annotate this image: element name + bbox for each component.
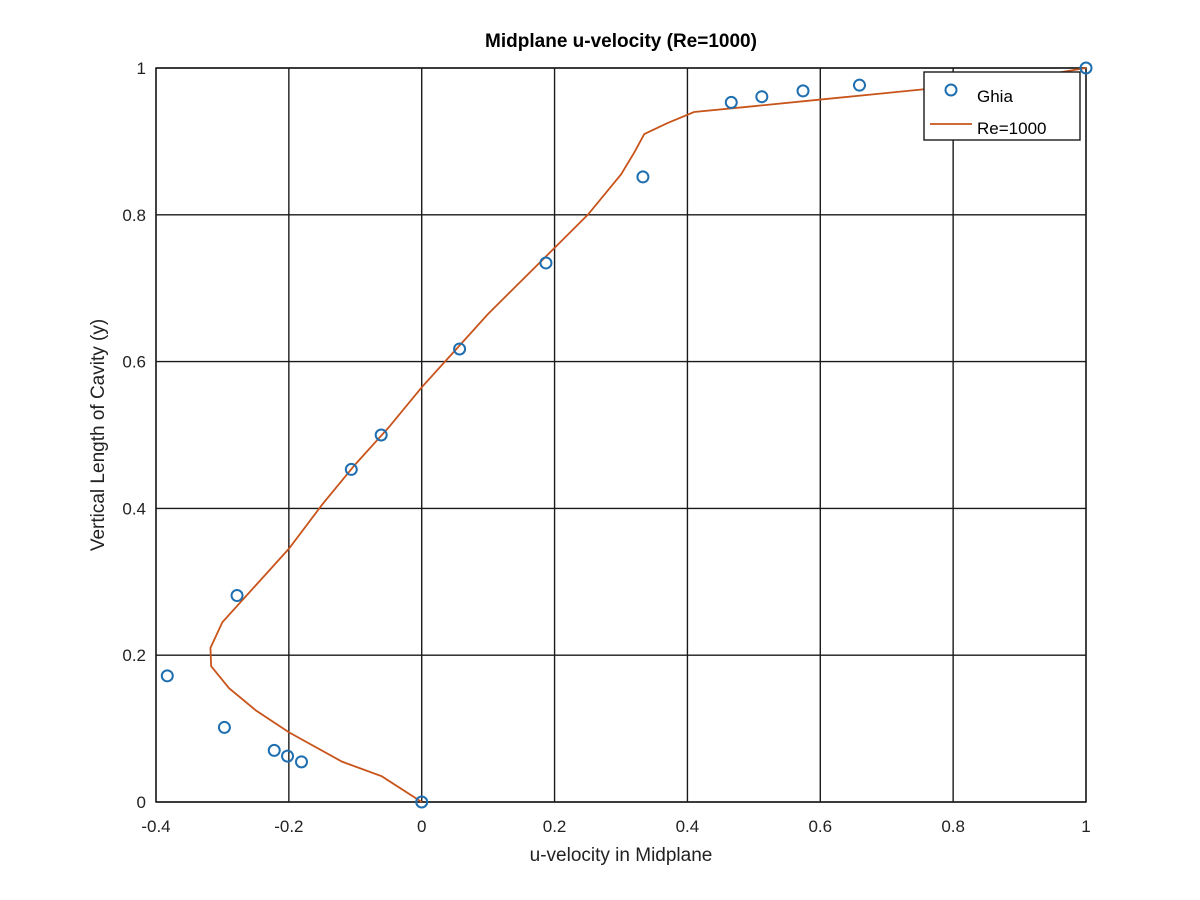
ghia-data-point bbox=[294, 755, 308, 769]
x-tick-label: 0.8 bbox=[941, 817, 965, 836]
y-tick-label: 0.2 bbox=[122, 646, 146, 665]
legend: Ghia Re=1000 bbox=[923, 71, 1081, 141]
ghia-data-point bbox=[1079, 61, 1093, 75]
x-tick-label: -0.2 bbox=[274, 817, 303, 836]
tick-labels: -0.4 -0.2 0 0.2 0.4 0.6 0.8 1 0 0.2 0.4 0.6 0.8 1 bbox=[122, 59, 1090, 836]
x-tick-label: 0 bbox=[417, 817, 426, 836]
x-axis-label: u-velocity in Midplane bbox=[530, 845, 713, 866]
ghia-data-point bbox=[217, 720, 231, 734]
legend-box bbox=[923, 71, 1081, 141]
ghia-data-point bbox=[724, 95, 738, 109]
ghia-data-point bbox=[281, 749, 295, 763]
x-tick-label: 1 bbox=[1081, 817, 1090, 836]
ghia-data-point bbox=[374, 428, 388, 442]
x-tick-label: 0.6 bbox=[808, 817, 832, 836]
legend-re1000-label: Re=1000 bbox=[977, 119, 1046, 138]
ghia-data-point bbox=[636, 170, 650, 184]
ghia-data-point bbox=[453, 342, 467, 356]
ghia-data-point bbox=[415, 795, 429, 809]
ghia-data-point bbox=[344, 462, 358, 476]
legend-ghia-label: Ghia bbox=[977, 87, 1013, 106]
y-tick-label: 0.4 bbox=[122, 499, 146, 518]
ghia-data-point bbox=[852, 78, 866, 92]
plot-frame bbox=[155, 67, 1087, 803]
ghia-data-point bbox=[160, 669, 174, 683]
ghia-data-point bbox=[230, 589, 244, 603]
y-tick-label: 1 bbox=[137, 59, 146, 78]
ghia-data-point bbox=[267, 743, 281, 757]
ghia-data-point bbox=[796, 84, 810, 98]
x-tick-label: 0.2 bbox=[543, 817, 567, 836]
y-axis-label: Vertical Length of Cavity (y) bbox=[88, 319, 109, 551]
series bbox=[160, 61, 1093, 809]
y-tick-label: 0.8 bbox=[122, 206, 146, 225]
chart-title: Midplane u-velocity (Re=1000) bbox=[485, 31, 757, 52]
y-tick-label: 0.6 bbox=[122, 353, 146, 372]
y-tick-label: 0 bbox=[137, 793, 146, 812]
ghia-data-point bbox=[539, 256, 553, 270]
legend-ghia-marker bbox=[944, 83, 958, 97]
x-tick-label: -0.4 bbox=[141, 817, 170, 836]
x-tick-label: 0.4 bbox=[676, 817, 700, 836]
ghia-data-point bbox=[755, 90, 769, 104]
